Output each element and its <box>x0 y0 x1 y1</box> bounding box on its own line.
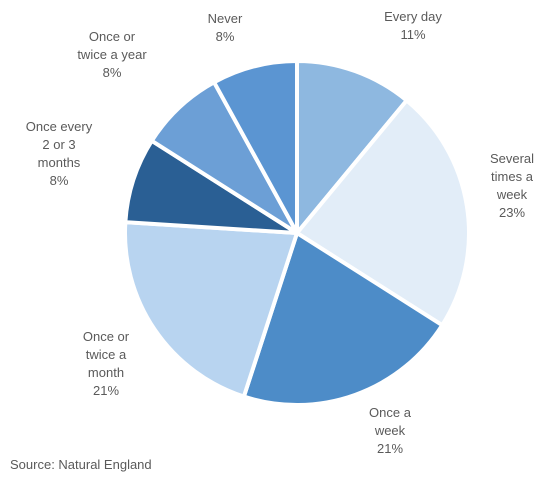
pie-slice-every-day <box>295 59 409 235</box>
source-note: Source: Natural England <box>10 457 152 472</box>
slice-label-once-or-twice-a-year: Once or twice a year 8% <box>77 29 147 80</box>
pie-slice-once-or-twice-a-month <box>123 220 299 399</box>
slice-label-once-every-2-or-3-months: Once every 2 or 3 months 8% <box>25 119 93 188</box>
pie-slice-never <box>212 59 299 235</box>
slice-label-once-or-twice-a-month: Once or twice a month 21% <box>82 329 130 398</box>
slice-label-several-times-a-week: Several times a week 23% <box>489 151 535 220</box>
slice-label-never: Never 8% <box>207 11 243 44</box>
slice-label-once-a-week: Once a week 21% <box>369 405 411 456</box>
slice-label-every-day: Every day 11% <box>384 9 442 42</box>
pie-slice-once-a-week <box>241 231 445 407</box>
pie-slice-several-times-a-week <box>295 98 471 328</box>
